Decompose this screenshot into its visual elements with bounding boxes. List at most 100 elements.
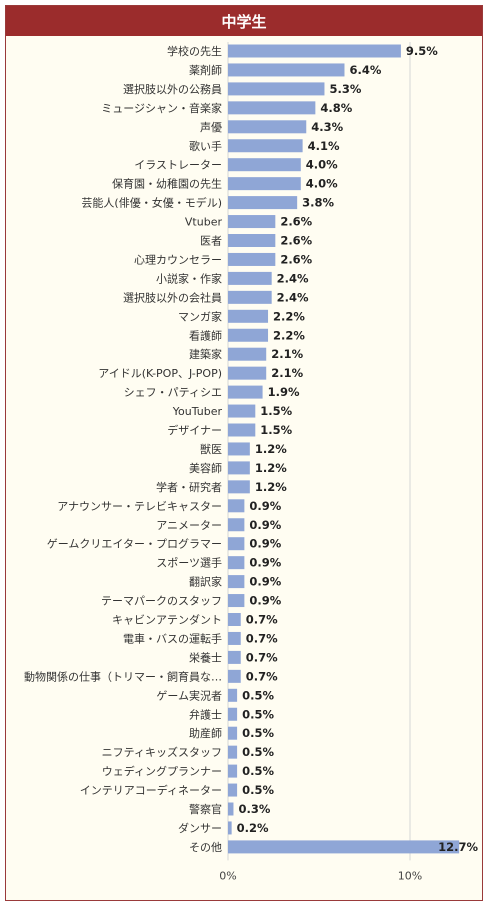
value-label: 0.7% — [246, 631, 278, 645]
category-label: キャビンアテンダント — [112, 613, 222, 627]
value-label: 3.8% — [302, 196, 334, 210]
category-label: 助産師 — [189, 726, 222, 740]
bar — [228, 669, 241, 683]
value-label: 2.2% — [273, 309, 305, 323]
category-label: 選択肢以外の会社員 — [123, 290, 222, 304]
bar — [228, 158, 301, 172]
value-label: 0.9% — [249, 499, 281, 513]
category-label: 獣医 — [200, 442, 222, 456]
x-tick-label: 10% — [398, 869, 422, 882]
value-label: 2.6% — [280, 234, 312, 248]
bar — [228, 290, 272, 304]
category-label: ダンサー — [178, 821, 222, 835]
category-label: テーマパークのスタッフ — [101, 595, 222, 608]
bar — [228, 556, 245, 570]
category-label: スポーツ選手 — [156, 556, 222, 570]
bar — [228, 783, 238, 797]
bar — [228, 594, 245, 608]
category-label: インテリアコーディネーター — [80, 783, 222, 797]
bar — [228, 252, 276, 266]
bar — [228, 518, 245, 532]
category-label: 学校の先生 — [167, 44, 222, 58]
bar — [228, 613, 241, 626]
bar — [228, 82, 325, 96]
category-label: ニフティキッズスタッフ — [102, 745, 222, 759]
chart-header: 中学生 — [6, 6, 482, 36]
category-label: 栄養士 — [189, 650, 222, 664]
bar — [228, 802, 234, 816]
category-label: 建築家 — [189, 347, 222, 361]
category-label: マンガ家 — [178, 309, 222, 323]
value-label: 2.1% — [271, 347, 303, 361]
value-label: 0.9% — [249, 537, 281, 551]
value-label: 0.3% — [238, 802, 270, 816]
category-label: 翻訳家 — [189, 575, 222, 589]
value-label: 0.5% — [242, 783, 274, 797]
value-label: 2.4% — [277, 290, 309, 304]
value-label: 0.9% — [249, 575, 281, 589]
bar — [228, 139, 303, 153]
value-label: 4.0% — [306, 177, 338, 191]
value-label: 0.9% — [249, 594, 281, 608]
bar — [228, 480, 250, 494]
bar — [228, 726, 238, 740]
bar — [228, 537, 245, 551]
value-label: 0.7% — [246, 650, 278, 664]
category-label: ゲーム実況者 — [156, 688, 222, 702]
bar — [228, 404, 256, 418]
value-label: 1.2% — [255, 480, 287, 494]
value-label: 0.7% — [246, 613, 278, 627]
category-label: Vtuber — [185, 216, 223, 229]
category-label: 動物関係の仕事（トリマー・飼育員な… — [24, 669, 222, 683]
category-label: 歌い手 — [189, 139, 222, 153]
bar — [228, 423, 256, 437]
value-label: 5.3% — [329, 82, 361, 96]
value-label: 2.6% — [280, 252, 312, 266]
category-label: シェフ・パティシエ — [124, 386, 222, 399]
category-label: アイドル(K-POP、J-POP) — [98, 367, 222, 380]
category-label: ゲームクリエイター・プログラマー — [47, 537, 222, 551]
bar — [228, 442, 250, 456]
value-label: 2.6% — [280, 215, 312, 229]
bar — [228, 688, 238, 702]
value-label: 6.4% — [349, 63, 381, 77]
bar — [228, 461, 250, 475]
bar — [228, 234, 276, 247]
bar — [228, 366, 267, 380]
category-label: アニメーター — [156, 519, 222, 532]
category-label: その他 — [189, 841, 222, 854]
bar — [228, 499, 245, 513]
category-label: 電車・バスの運転手 — [123, 631, 222, 645]
value-label: 9.5% — [406, 44, 438, 58]
category-label: イラストレーター — [134, 159, 222, 172]
value-label: 1.9% — [268, 385, 300, 399]
category-label: 心理カウンセラー — [134, 253, 222, 266]
bar-chart: 0% 10% 学校の先生 9.5% 薬剤師 6.4% 選択肢以外の公務員 5.3% ミュージシャ… — [24, 42, 478, 882]
value-label: 2.4% — [277, 271, 309, 285]
value-label: 1.2% — [255, 442, 287, 456]
bar — [228, 101, 316, 115]
bar — [228, 215, 276, 229]
value-label: 0.5% — [242, 745, 274, 759]
value-label: 12.7% — [438, 840, 478, 854]
category-label: アナウンサー・テレビキャスター — [57, 500, 222, 513]
bar — [228, 177, 301, 191]
value-label: 0.5% — [242, 764, 274, 778]
value-label: 1.5% — [260, 404, 292, 418]
value-label: 0.5% — [242, 726, 274, 740]
bar — [228, 707, 238, 721]
value-label: 4.8% — [320, 101, 352, 115]
bar — [228, 44, 401, 58]
value-label: 0.7% — [246, 669, 278, 683]
value-label: 1.5% — [260, 423, 292, 437]
category-label: ウェディングプランナー — [102, 764, 222, 778]
bar — [228, 821, 232, 835]
category-label: 学者・研究者 — [156, 480, 222, 494]
value-label: 1.2% — [255, 461, 287, 475]
category-label: 美容師 — [189, 461, 222, 475]
value-label: 0.2% — [237, 821, 269, 835]
value-label: 4.3% — [311, 120, 343, 134]
value-label: 0.5% — [242, 688, 274, 702]
bar — [228, 745, 238, 759]
bar — [228, 631, 241, 645]
